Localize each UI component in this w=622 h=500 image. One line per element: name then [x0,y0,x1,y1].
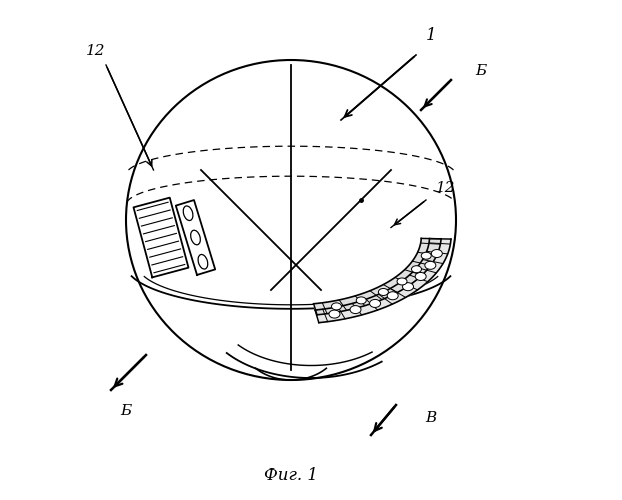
Ellipse shape [415,272,426,280]
Text: 12: 12 [86,44,106,58]
Ellipse shape [402,282,414,290]
Polygon shape [313,238,441,315]
Text: Фиг. 1: Фиг. 1 [264,467,318,484]
Ellipse shape [425,262,436,270]
Ellipse shape [431,250,442,258]
Polygon shape [315,238,451,322]
Ellipse shape [350,306,361,314]
Text: 1: 1 [425,27,436,44]
Ellipse shape [421,252,431,259]
Ellipse shape [329,310,340,318]
Text: В: В [425,412,437,426]
Text: Б: Б [121,404,132,418]
Text: Б: Б [475,64,486,78]
Ellipse shape [356,297,366,304]
Text: 12: 12 [436,182,456,196]
Ellipse shape [397,278,407,285]
Ellipse shape [332,303,341,310]
Ellipse shape [412,266,422,272]
Ellipse shape [378,288,388,296]
Polygon shape [176,200,215,275]
Ellipse shape [388,292,398,300]
Ellipse shape [369,300,381,308]
Polygon shape [134,198,188,278]
